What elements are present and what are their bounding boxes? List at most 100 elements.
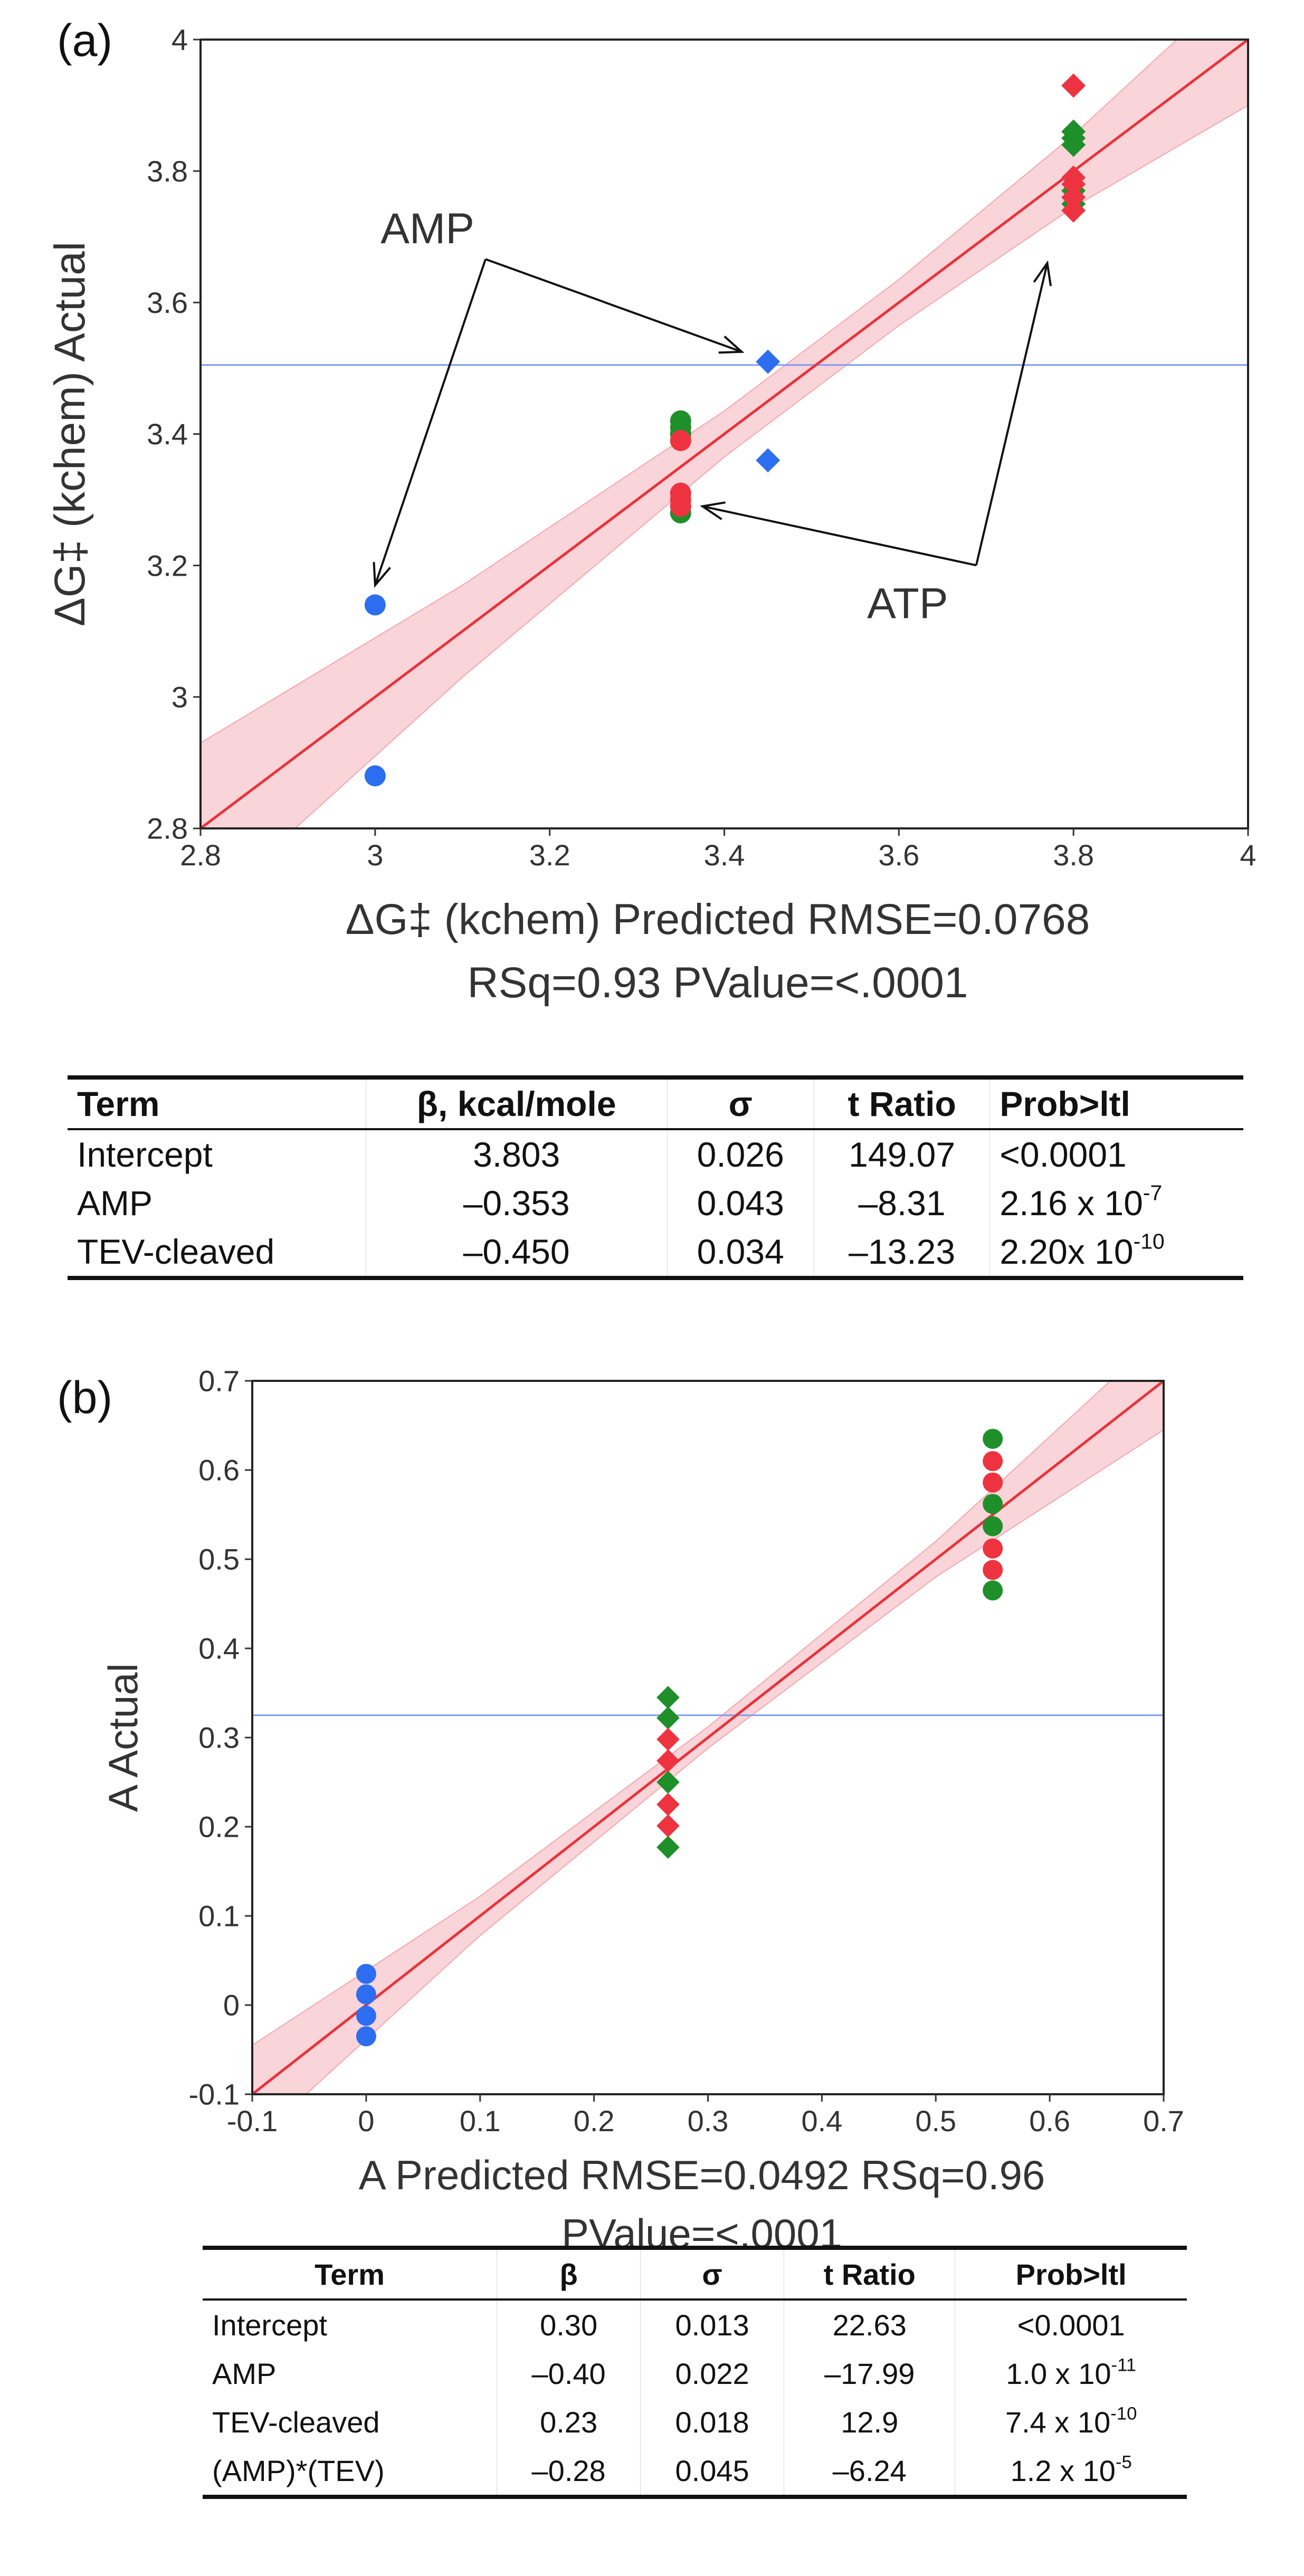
data-point-green-circle — [983, 1516, 1003, 1537]
cell-prob-mantissa: <0.0001 — [1017, 2308, 1125, 2342]
x-axis-title-line2: RSq=0.93 PValue=<.0001 — [467, 959, 968, 1007]
data-point-red-circle — [983, 1472, 1003, 1493]
cell-sigma: 0.034 — [667, 1227, 814, 1280]
cell-prob-mantissa: 1.2 x 10 — [1010, 2454, 1116, 2487]
header-prob: Prob>ltl — [989, 1075, 1243, 1130]
cell-beta: –0.40 — [497, 2349, 641, 2398]
y-tick-label: 0 — [223, 1989, 240, 2022]
cell-prob-exponent: -7 — [1143, 1180, 1163, 1205]
cell-beta: 0.23 — [497, 2398, 641, 2446]
data-point-red-circle — [983, 1560, 1003, 1580]
header-prob: Prob>ltl — [955, 2246, 1187, 2301]
cell-sigma: 0.045 — [640, 2446, 784, 2499]
table-row: AMP –0.353 0.043 –8.31 2.16 x 10-7 — [68, 1179, 1243, 1227]
x-tick-label: 0.3 — [688, 2104, 729, 2138]
y-tick-label: 4 — [172, 23, 188, 56]
y-tick-label: 3.2 — [147, 549, 188, 582]
cell-prob: 2.20x 10-10 — [989, 1227, 1243, 1280]
cell-prob-exponent: -10 — [1133, 1229, 1165, 1254]
y-tick-label: 0.6 — [198, 1454, 240, 1487]
y-tick-label: 3.8 — [147, 155, 188, 188]
cell-sigma: 0.043 — [667, 1179, 814, 1227]
x-tick-label: 4 — [1240, 838, 1256, 872]
data-point-red-circle — [670, 430, 691, 451]
annotation-arrowhead — [718, 336, 745, 354]
y-tick-label: 0.7 — [198, 1365, 240, 1398]
y-tick-label: 0.2 — [198, 1810, 240, 1844]
data-point-blue-circle — [356, 2026, 376, 2047]
annotation-arrowhead — [1033, 260, 1052, 287]
x-tick-label: 3 — [367, 838, 383, 872]
table-row: TEV-cleaved 0.23 0.018 12.9 7.4 x 10-10 — [203, 2398, 1187, 2446]
data-point-blue-circle — [356, 2006, 376, 2026]
header-t-ratio: t Ratio — [784, 2246, 955, 2301]
cell-prob-mantissa: <0.0001 — [1000, 1135, 1127, 1174]
table-row: TEV-cleaved –0.450 0.034 –13.23 2.20x 10… — [68, 1227, 1243, 1280]
data-point-green-circle — [983, 1580, 1003, 1601]
header-sigma: σ — [640, 2246, 784, 2301]
y-tick-label: 2.8 — [147, 812, 188, 845]
cell-t-ratio: –6.24 — [784, 2446, 955, 2499]
annotation-arrowhead — [373, 561, 391, 588]
panel-b-label: (b) — [57, 1372, 113, 1423]
cell-t-ratio: 149.07 — [813, 1129, 990, 1179]
header-sigma: σ — [667, 1075, 814, 1130]
cell-sigma: 0.026 — [667, 1129, 814, 1179]
y-axis-title: A Actual — [100, 1663, 146, 1812]
annotation-label: ATP — [867, 579, 948, 627]
regression-line — [252, 1381, 1164, 2094]
cell-t-ratio: 22.63 — [784, 2300, 955, 2349]
data-point-red-diamond — [656, 1792, 680, 1816]
data-point-green-diamond — [656, 1686, 680, 1709]
x-tick-label: 3.2 — [529, 838, 570, 872]
table-header-row: Term β, kcal/mole σ t Ratio Prob>ltl — [68, 1075, 1243, 1130]
data-point-green-diamond — [1061, 132, 1086, 157]
x-tick-label: 0.1 — [460, 2104, 501, 2138]
table-row: AMP –0.40 0.022 –17.99 1.0 x 10-11 — [203, 2349, 1187, 2398]
cell-prob: 7.4 x 10-10 — [955, 2398, 1187, 2446]
data-point-blue-diamond — [756, 448, 781, 473]
x-tick-label: 0.7 — [1143, 2104, 1184, 2138]
cell-term: AMP — [77, 1184, 153, 1223]
x-tick-label: 3.8 — [1053, 838, 1094, 872]
x-axis-title: ΔG‡ (kchem) Predicted RMSE=0.0768 — [346, 895, 1090, 943]
annotation-arrow — [702, 505, 977, 567]
x-axis-title: A Predicted RMSE=0.0492 RSq=0.96 — [359, 2152, 1045, 2198]
data-point-red-circle — [983, 1451, 1003, 1472]
data-point-red-diamond — [1061, 73, 1086, 98]
table-row: Intercept 3.803 0.026 149.07 <0.0001 — [68, 1129, 1243, 1179]
plot-area — [201, 40, 1248, 828]
cell-prob-exponent: -11 — [1111, 2355, 1137, 2375]
annotation-arrow — [975, 263, 1049, 566]
data-point-red-diamond — [1061, 172, 1086, 197]
cell-prob-mantissa: 2.20x 10 — [1000, 1232, 1134, 1271]
y-tick-label: 3.4 — [147, 417, 188, 451]
cell-term: (AMP)*(TEV) — [203, 2446, 497, 2499]
header-term: Term — [68, 1075, 366, 1130]
data-point-red-diamond — [656, 1728, 680, 1751]
confidence-band — [201, 40, 1248, 828]
y-tick-label: 0.5 — [198, 1543, 240, 1576]
x-tick-label: 2.8 — [180, 838, 221, 872]
cell-prob-exponent: -10 — [1110, 2403, 1137, 2424]
cell-prob-mantissa: 7.4 x 10 — [1005, 2405, 1111, 2439]
data-point-blue-diamond — [756, 349, 781, 374]
annotation-arrow — [485, 258, 743, 353]
cell-prob-mantissa: 2.16 x 10 — [1000, 1184, 1143, 1223]
cell-prob: <0.0001 — [989, 1129, 1243, 1179]
x-tick-label: 0 — [358, 2104, 374, 2138]
cell-beta: 3.803 — [365, 1129, 668, 1179]
cell-sigma: 0.022 — [640, 2349, 784, 2398]
cell-term: Intercept — [212, 2308, 327, 2342]
data-point-green-circle — [983, 1428, 1003, 1449]
cell-prob-mantissa: 1.0 x 10 — [1006, 2356, 1111, 2390]
cell-t-ratio: –8.31 — [813, 1179, 990, 1227]
cell-beta: –0.28 — [497, 2446, 641, 2499]
regression-table-a: Term β, kcal/mole σ t Ratio Prob>ltl Int… — [68, 1075, 1243, 1280]
cell-term: AMP — [212, 2356, 277, 2390]
y-tick-label: 3.6 — [147, 286, 188, 319]
annotation-arrowhead — [699, 501, 726, 520]
data-point-blue-circle — [364, 594, 386, 616]
cell-t-ratio: 12.9 — [784, 2398, 955, 2446]
x-tick-label: 0.2 — [574, 2104, 615, 2138]
